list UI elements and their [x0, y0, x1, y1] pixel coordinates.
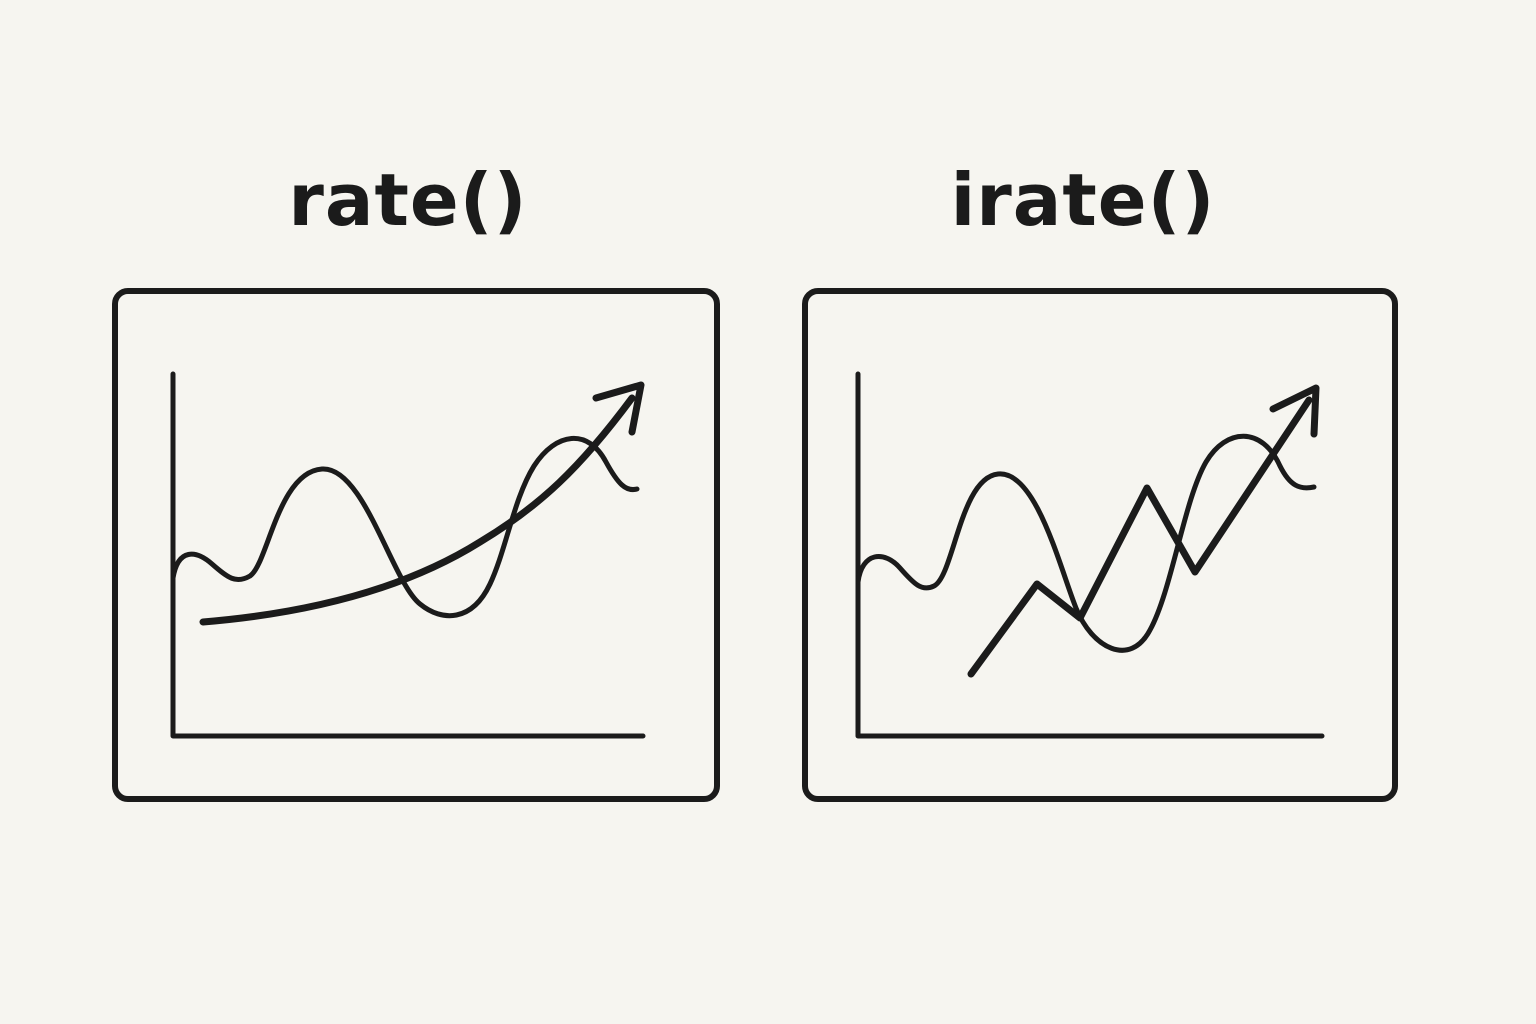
irate-title: irate(): [950, 158, 1216, 242]
rate-raw-wave-line: [170, 435, 640, 619]
irate-trend-arrowhead: [1269, 384, 1320, 438]
irate-axes: [855, 371, 1325, 739]
rate-trend-arrowhead: [592, 381, 645, 436]
rate-title: rate(): [288, 158, 528, 242]
irate-instant-rate-line: [967, 396, 1313, 678]
rate-smoothed-trend-line: [199, 394, 636, 626]
rate-axes: [170, 371, 646, 739]
irate-panel-frame: [802, 288, 1398, 802]
rate-chart: [170, 371, 646, 739]
rate-panel-frame: [112, 288, 720, 802]
irate-chart: [855, 371, 1325, 739]
irate-raw-wave-line: [855, 433, 1317, 653]
